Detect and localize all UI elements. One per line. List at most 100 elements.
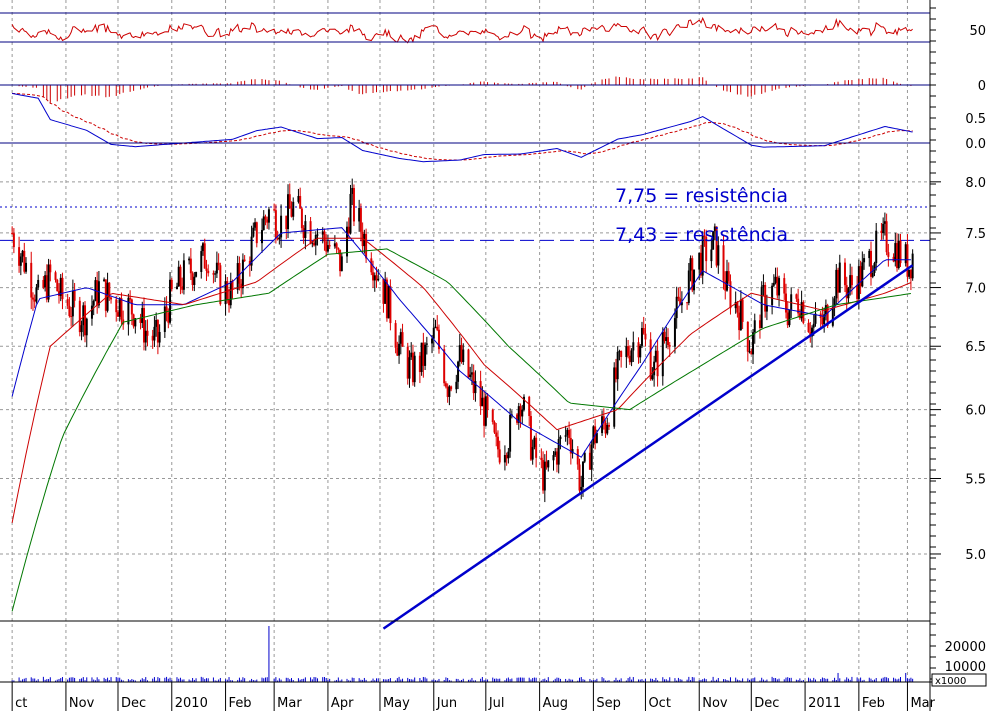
candle-body <box>146 330 149 336</box>
candle-body <box>288 194 291 209</box>
x-tick-label: Oct <box>648 696 670 711</box>
price-tick-label: 7.0 <box>965 282 986 297</box>
candle-body <box>182 260 185 290</box>
candle-body <box>432 327 435 339</box>
candle-body <box>481 397 484 407</box>
candle-body <box>727 271 730 282</box>
candle-body <box>705 236 708 262</box>
candle-body <box>346 226 349 257</box>
candle-body <box>82 305 85 326</box>
candle-body <box>278 237 281 240</box>
candle-body <box>798 313 801 319</box>
candle-body <box>398 343 401 356</box>
candle-body <box>644 333 647 340</box>
candle-body <box>668 345 671 347</box>
candle-body <box>654 350 657 362</box>
candle-body <box>772 282 775 286</box>
candle-body <box>691 258 694 291</box>
candle-body <box>325 241 328 252</box>
x-tick-label: Dec <box>754 696 779 711</box>
candle-body <box>892 256 895 262</box>
candle-body <box>653 361 656 376</box>
candle-body <box>42 279 45 288</box>
candle-body <box>712 231 715 250</box>
candle-body <box>203 243 206 269</box>
candle-body <box>333 243 336 247</box>
price-pane <box>0 178 930 630</box>
x-tick-label: Feb <box>229 696 252 711</box>
candle-body <box>542 459 545 491</box>
candle-body <box>202 243 205 252</box>
x-tick-label: Nov <box>702 696 728 711</box>
candle-body <box>389 286 392 324</box>
candle-body <box>519 406 522 417</box>
candle-body <box>724 280 727 291</box>
candle-body <box>474 381 477 394</box>
candle-body <box>188 258 191 261</box>
candle-body <box>264 216 267 220</box>
x-axis: ct Nov Dec 2010 Feb Mar Apr May Jun Jul Aug Sep Oct N… <box>11 682 936 711</box>
macd-histogram-pane <box>18 76 912 103</box>
candle-body <box>215 262 218 274</box>
candle-body <box>595 433 598 443</box>
candle-body <box>71 290 74 317</box>
candle-body <box>96 280 99 306</box>
candle-body <box>566 429 569 436</box>
candle-body <box>340 256 343 272</box>
ma_red-line <box>11 237 912 523</box>
candle-body <box>163 306 166 332</box>
candle-body <box>238 263 241 284</box>
candle-body <box>54 272 57 280</box>
candle-body <box>18 247 21 266</box>
candle-body <box>831 307 834 326</box>
candle-body <box>604 423 607 434</box>
x-tick-label: May <box>383 696 410 711</box>
candle-body <box>812 323 815 328</box>
candle-body <box>758 320 761 328</box>
candle-body <box>446 386 449 397</box>
candle-body <box>35 287 38 302</box>
candle-body <box>229 281 232 306</box>
candle-body <box>252 227 255 237</box>
candle-body <box>509 414 512 452</box>
x-tick-label: Jul <box>488 696 505 711</box>
candle-body <box>613 367 616 427</box>
candle-body <box>384 279 387 304</box>
candle-body <box>790 294 793 310</box>
candle-body <box>859 266 862 287</box>
candle-body <box>311 242 314 244</box>
candle-body <box>547 460 550 468</box>
candle-body <box>134 318 137 327</box>
candle-body <box>280 215 283 238</box>
candle-body <box>639 345 642 358</box>
candle-body <box>49 264 52 273</box>
candle-body <box>129 297 132 300</box>
candle-body <box>564 435 567 437</box>
grid <box>0 0 930 682</box>
candle-body <box>59 277 62 296</box>
candle-body <box>904 244 907 264</box>
candle-body <box>158 331 161 343</box>
candle-body <box>625 346 628 357</box>
candle-body <box>316 234 319 236</box>
candle-body <box>786 312 789 326</box>
candle-body <box>788 309 791 326</box>
candle-body <box>85 318 88 336</box>
candle-body <box>130 299 133 315</box>
candle-body <box>21 250 24 257</box>
candle-body <box>762 285 765 287</box>
candle-body <box>505 455 508 459</box>
candle-body <box>179 266 182 287</box>
candle-body <box>25 262 28 272</box>
candle-body <box>469 374 472 378</box>
candle-body <box>467 349 470 378</box>
candle-body <box>620 351 623 357</box>
candle-body <box>422 342 425 366</box>
candle-body <box>33 299 36 302</box>
candle-body <box>630 350 633 363</box>
candle-body <box>814 313 817 324</box>
candle-body <box>857 266 860 299</box>
candle-body <box>193 276 196 286</box>
candle-body <box>200 251 203 272</box>
